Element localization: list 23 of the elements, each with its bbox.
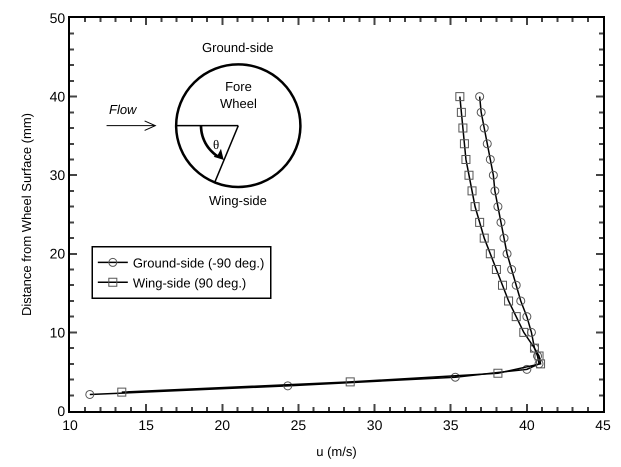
y-axis-title: Distance from Wheel Surface (mm) xyxy=(19,113,34,316)
x-tick-label: 45 xyxy=(595,416,611,433)
y-tick-label: 10 xyxy=(50,324,66,340)
legend-label: Ground-side (-90 deg.) xyxy=(132,255,264,270)
legend-label: Wing-side (90 deg.) xyxy=(132,275,246,290)
annotation: Ground-side xyxy=(202,40,274,55)
y-tick-label: 0 xyxy=(57,402,66,419)
y-tick-label: 20 xyxy=(50,246,66,262)
x-tick-label: 20 xyxy=(214,416,230,433)
annotation: θ xyxy=(213,137,220,152)
x-tick-label: 25 xyxy=(290,416,306,433)
x-axis-title: u (m/s) xyxy=(316,444,357,459)
annotation: Wing-side xyxy=(209,193,267,208)
x-tick-label: 30 xyxy=(366,416,383,433)
annotation: Fore Wheel xyxy=(220,79,257,111)
y-tick-label: 30 xyxy=(50,167,66,184)
annotation: Flow xyxy=(109,102,138,117)
y-tick-label: 40 xyxy=(50,88,66,104)
x-tick-label: 35 xyxy=(442,416,459,433)
x-tick-label: 10 xyxy=(62,416,78,433)
y-tick-label: 50 xyxy=(50,10,66,26)
x-tick-label: 15 xyxy=(138,416,154,433)
x-tick-label: 40 xyxy=(519,416,535,433)
